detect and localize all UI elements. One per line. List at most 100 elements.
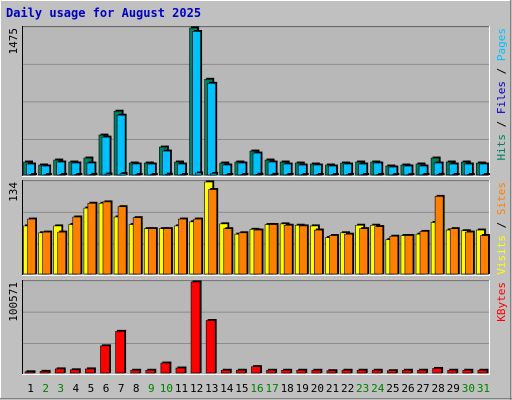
bar-sites-day-10 — [163, 227, 173, 275]
chart-title: Daily usage for August 2025 — [6, 6, 201, 20]
bar-pages-day-26-shadow — [408, 173, 415, 175]
bar-kbytes-day-4 — [69, 368, 81, 374]
day-label: 28 — [432, 382, 445, 395]
legend-separator: / — [495, 61, 508, 81]
bar-sites-day-18 — [283, 223, 294, 275]
y-max-label: 100571 — [7, 282, 20, 322]
bar-sites-day-14-face — [223, 228, 233, 275]
bar-kbytes-day-8 — [130, 368, 142, 374]
bar-pages-day-4-shadow — [76, 173, 83, 175]
bar-pages-day-30 — [467, 173, 475, 176]
bar-sites-day-28-face — [434, 196, 444, 275]
bar-kbytes-day-8-face — [130, 369, 140, 374]
bar-sites-day-26 — [404, 234, 415, 275]
bar-sites-day-20-face — [314, 229, 323, 275]
bar-kbytes-day-2 — [39, 369, 51, 374]
bar-files-day-6-face — [101, 136, 111, 176]
bar-kbytes-day-27-face — [417, 369, 427, 374]
bar-kbytes-day-15 — [236, 368, 247, 374]
bar-kbytes-day-3-face — [54, 368, 65, 374]
bar-kbytes-day-14 — [220, 368, 232, 374]
bar-sites-day-16-face — [253, 229, 263, 275]
bar-sites-day-19 — [298, 224, 309, 275]
bar-kbytes-day-9-face — [145, 369, 156, 374]
bar-sites-day-22-face — [344, 233, 353, 275]
day-label: 1 — [27, 382, 34, 395]
bar-kbytes-day-16 — [251, 365, 262, 374]
bar-kbytes-day-22-face — [341, 369, 352, 374]
bar-pages-day-16-shadow — [257, 172, 264, 175]
bar-pages-day-11-shadow — [181, 173, 188, 175]
bar-files-day-12-face — [192, 31, 201, 176]
bar-kbytes-day-29-face — [447, 369, 458, 374]
bar-pages-day-19 — [300, 173, 309, 176]
bar-sites-day-11 — [178, 217, 188, 275]
bar-sites-day-28 — [434, 194, 445, 275]
bar-kbytes-day-15-face — [236, 369, 246, 374]
bar-sites-day-5 — [87, 201, 98, 275]
bar-files-day-3 — [56, 160, 67, 176]
bar-pages-day-9-shadow — [151, 173, 158, 175]
bar-sites-day-8 — [132, 216, 143, 275]
legend-item-hits: Hits — [495, 134, 508, 161]
bar-sites-day-2-face — [42, 231, 51, 275]
bar-files-day-24 — [373, 161, 384, 176]
bar-files-day-7-face — [116, 114, 126, 176]
bar-kbytes-day-18-face — [281, 369, 291, 374]
bar-pages-day-28 — [436, 172, 445, 176]
bars-kbytes — [24, 280, 489, 374]
day-label: 17 — [265, 382, 278, 395]
day-label: 29 — [447, 382, 460, 395]
bar-kbytes-day-23 — [356, 368, 368, 374]
bar-kbytes-day-24 — [371, 368, 383, 374]
bar-sites-day-31-face — [480, 235, 489, 275]
bar-files-day-15 — [237, 161, 248, 176]
bars-hits-files-pages — [23, 26, 490, 176]
legend-separator: / — [495, 215, 508, 235]
bar-kbytes-day-6-face — [100, 345, 110, 374]
bar-pages-day-12 — [195, 171, 204, 176]
bar-pages-day-17-shadow — [272, 172, 279, 175]
bar-kbytes-day-3 — [54, 367, 66, 374]
bar-sites-day-29-face — [449, 228, 459, 275]
bar-pages-day-24 — [376, 173, 385, 176]
bar-pages-day-27 — [421, 173, 430, 176]
bar-pages-day-10-shadow — [166, 172, 173, 175]
day-label: 27 — [416, 382, 429, 395]
bar-sites-day-31 — [480, 234, 490, 275]
bars-visits-sites — [23, 180, 490, 275]
bar-pages-day-11 — [180, 173, 188, 176]
day-label: 6 — [103, 382, 110, 395]
bar-pages-day-15-shadow — [242, 173, 249, 175]
bar-kbytes-day-21-face — [326, 370, 337, 374]
bar-pages-day-23-shadow — [363, 173, 370, 175]
day-label: 7 — [118, 382, 125, 395]
day-label: 10 — [160, 382, 173, 395]
bar-kbytes-day-1-face — [24, 371, 35, 374]
bar-pages-day-21-shadow — [332, 173, 339, 175]
bar-kbytes-day-30-face — [462, 369, 473, 374]
day-label: 16 — [250, 382, 263, 395]
bar-sites-day-3-face — [57, 231, 66, 275]
panel-kbytes: 100571 KBytes — [7, 280, 508, 375]
day-label: 22 — [341, 382, 354, 395]
bar-pages-day-17 — [270, 172, 279, 176]
plot-area-kbytes — [22, 280, 490, 375]
bar-kbytes-day-23-face — [356, 369, 367, 374]
bar-files-day-13-face — [207, 83, 216, 176]
bar-pages-day-1-shadow — [31, 173, 37, 175]
bar-sites-day-19-face — [298, 225, 308, 275]
bar-files-day-7 — [116, 113, 127, 176]
bar-pages-day-31-shadow — [483, 173, 490, 175]
bar-pages-day-14-shadow — [227, 173, 234, 175]
bar-files-day-17 — [267, 160, 278, 176]
bar-sites-day-24-face — [374, 226, 384, 275]
bar-sites-day-21-face — [329, 235, 338, 275]
day-label: 2 — [42, 382, 49, 395]
legend-kbytes: KBytes — [495, 282, 508, 322]
bar-sites-day-24 — [374, 225, 385, 275]
day-label: 25 — [386, 382, 399, 395]
bar-kbytes-day-17-face — [266, 369, 276, 374]
day-label: 14 — [220, 382, 234, 395]
